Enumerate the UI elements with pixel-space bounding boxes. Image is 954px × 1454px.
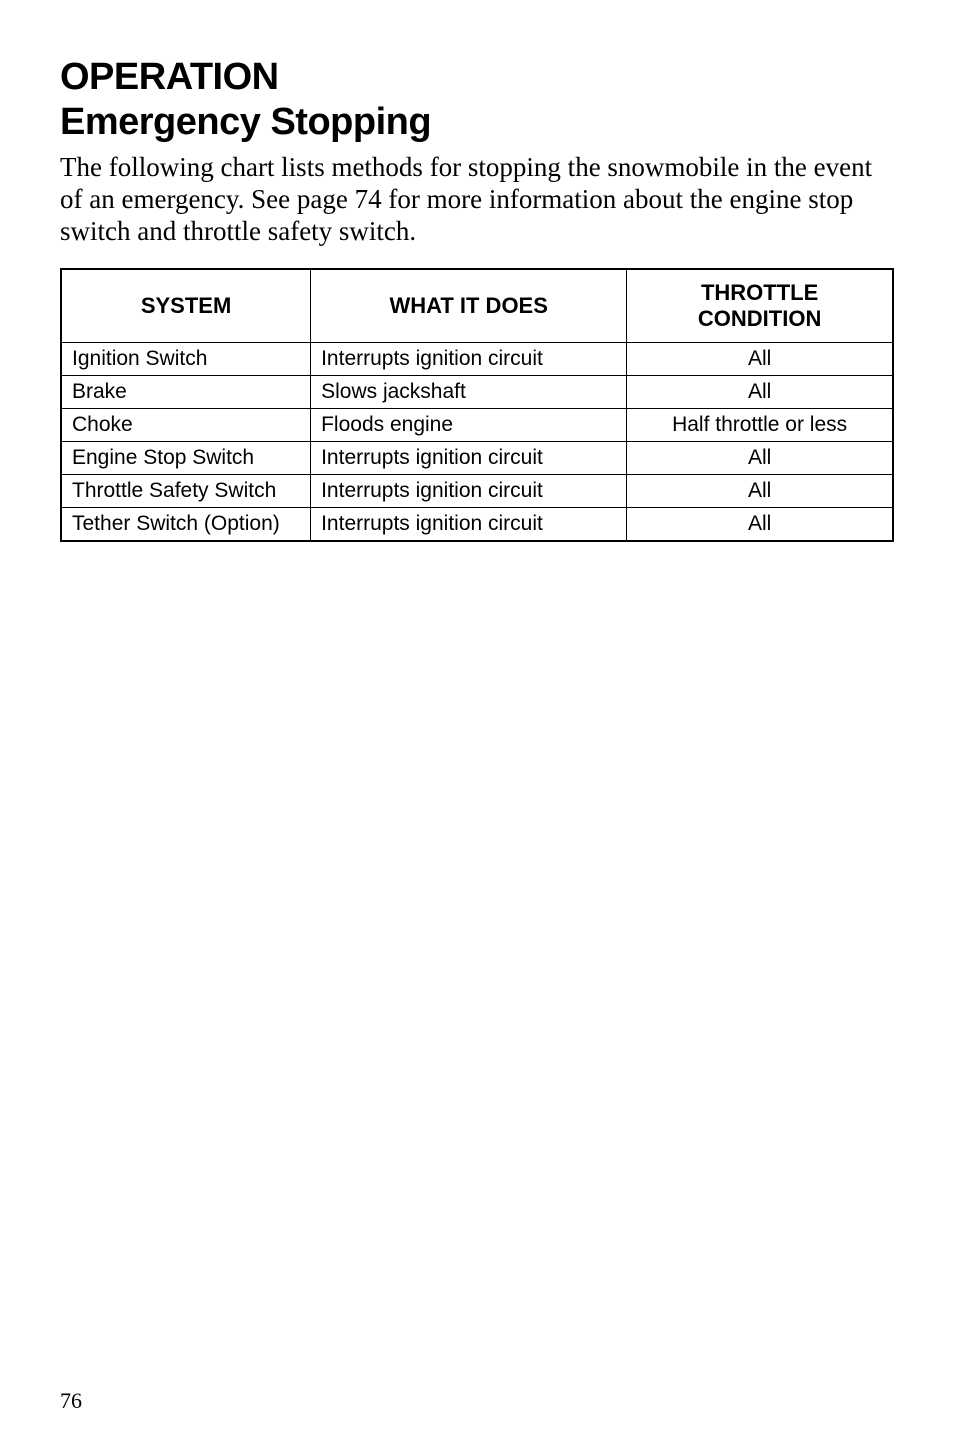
header-system: SYSTEM [61, 269, 311, 343]
header-throttle-line1: THROTTLE [701, 280, 818, 305]
subsection-heading: Emergency Stopping [60, 101, 894, 144]
cell-what: Interrupts ignition circuit [311, 442, 627, 475]
table-row: Ignition Switch Interrupts ignition circ… [61, 343, 893, 376]
table-row: Engine Stop Switch Interrupts ignition c… [61, 442, 893, 475]
cell-throttle: All [627, 475, 893, 508]
table-row: Choke Floods engine Half throttle or les… [61, 409, 893, 442]
header-throttle-line2: CONDITION [698, 306, 821, 331]
cell-throttle: All [627, 343, 893, 376]
cell-throttle: All [627, 442, 893, 475]
cell-what: Interrupts ignition circuit [311, 508, 627, 542]
cell-what: Interrupts ignition circuit [311, 343, 627, 376]
cell-system: Ignition Switch [61, 343, 311, 376]
header-what-it-does: WHAT IT DOES [311, 269, 627, 343]
table-row: Brake Slows jackshaft All [61, 376, 893, 409]
cell-system: Throttle Safety Switch [61, 475, 311, 508]
table-header-row: SYSTEM WHAT IT DOES THROTTLE CONDITION [61, 269, 893, 343]
page-number: 76 [60, 1388, 82, 1414]
emergency-stopping-table: SYSTEM WHAT IT DOES THROTTLE CONDITION I… [60, 268, 894, 543]
header-throttle-condition: THROTTLE CONDITION [627, 269, 893, 343]
body-paragraph: The following chart lists methods for st… [60, 152, 894, 248]
cell-what: Interrupts ignition circuit [311, 475, 627, 508]
cell-system: Engine Stop Switch [61, 442, 311, 475]
cell-throttle: All [627, 508, 893, 542]
cell-what: Slows jackshaft [311, 376, 627, 409]
cell-what: Floods engine [311, 409, 627, 442]
table-row: Throttle Safety Switch Interrupts igniti… [61, 475, 893, 508]
cell-system: Brake [61, 376, 311, 409]
table-row: Tether Switch (Option) Interrupts igniti… [61, 508, 893, 542]
cell-system: Choke [61, 409, 311, 442]
cell-throttle: All [627, 376, 893, 409]
cell-throttle: Half throttle or less [627, 409, 893, 442]
cell-system: Tether Switch (Option) [61, 508, 311, 542]
section-heading: OPERATION [60, 56, 894, 99]
